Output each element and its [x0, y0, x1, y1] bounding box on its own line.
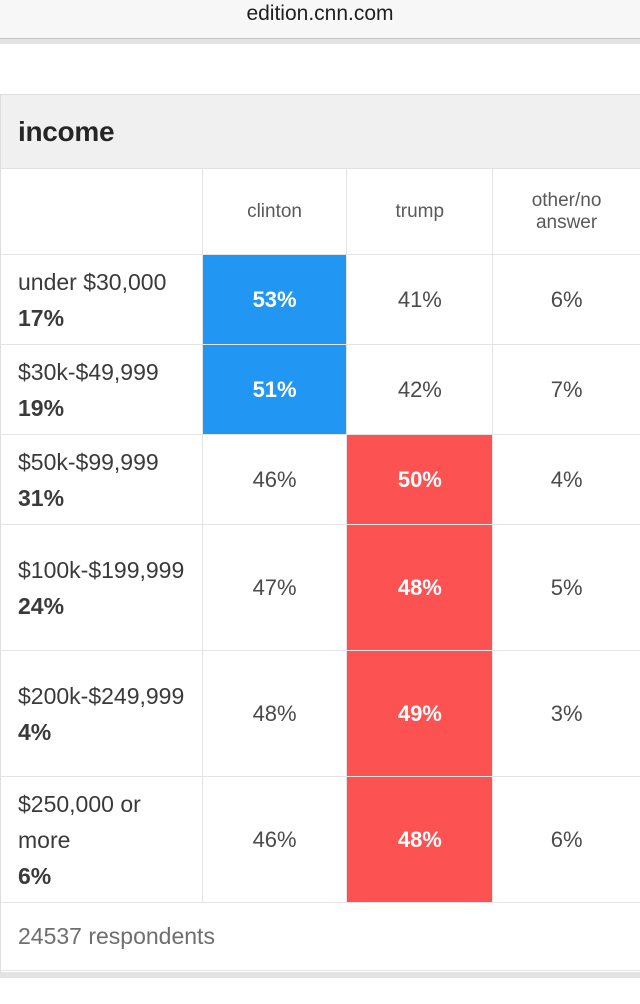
table-row: $100k-$199,999 24% 47% 48% 5% [1, 525, 640, 651]
income-bracket-label: under $30,000 [18, 268, 167, 295]
toolbar-shadow [0, 39, 640, 44]
column-header-row: clinton trump other/no answer [1, 169, 640, 255]
other-value: 7% [550, 376, 583, 402]
exit-poll-card: income clinton trump other/no answer und… [0, 94, 640, 972]
trump-value: 50% [347, 435, 494, 524]
clinton-value: 48% [203, 651, 348, 776]
poll-rows: under $30,000 17% 53% 41% 6% $30k-$49,999 19% 5… [1, 255, 640, 903]
table-row: under $30,000 17% 53% 41% 6% [1, 255, 640, 345]
poll-title: income [18, 116, 115, 147]
income-bracket-label: $200k-$249,999 [18, 682, 185, 709]
row-label-cell: $100k-$199,999 24% [1, 525, 203, 650]
other-value: 5% [550, 574, 583, 600]
clinton-value: 51% [202, 345, 348, 434]
other-value: 4% [550, 466, 583, 492]
address-bar-divider [0, 38, 640, 39]
income-bracket-label: $250,000 or more [18, 790, 141, 853]
column-header-trump: trump [347, 169, 494, 254]
poll-table: clinton trump other/no answer under $30,… [1, 169, 640, 971]
bracket-share: 24% [18, 592, 65, 619]
row-label-cell: $200k-$249,999 4% [1, 651, 203, 776]
income-bracket-label: $30k-$49,999 [18, 358, 159, 385]
url-text: edition.cnn.com [246, 2, 394, 25]
column-header-clinton: clinton [203, 169, 348, 254]
row-label-cell: $30k-$49,999 19% [1, 345, 203, 434]
bracket-share: 31% [18, 484, 65, 511]
bracket-share: 19% [18, 394, 65, 421]
other-value: 3% [550, 700, 583, 726]
trump-value: 48% [347, 525, 494, 650]
other-value: 6% [550, 286, 583, 312]
clinton-value: 46% [203, 777, 348, 902]
column-header-blank [1, 169, 203, 254]
column-header-other: other/no answer [531, 189, 602, 233]
bracket-share: 17% [18, 304, 65, 331]
trump-value: 41% [347, 255, 494, 344]
table-row: $50k-$99,999 31% 46% 50% 4% [1, 435, 640, 525]
bracket-share: 4% [18, 718, 52, 745]
trump-value: 42% [347, 345, 494, 434]
row-label-cell: under $30,000 17% [1, 255, 203, 344]
browser-address-bar[interactable]: edition.cnn.com [0, 0, 640, 38]
row-label-cell: $250,000 or more 6% [1, 777, 203, 902]
trump-value: 48% [347, 777, 494, 902]
table-row: $250,000 or more 6% 46% 48% 6% [1, 777, 640, 903]
clinton-value: 47% [203, 525, 348, 650]
card-bottom-shadow [0, 972, 640, 978]
trump-value: 49% [347, 651, 494, 776]
bracket-share: 6% [18, 862, 52, 889]
clinton-value: 46% [203, 435, 348, 524]
clinton-value: 53% [202, 255, 348, 344]
poll-header: income [1, 95, 640, 169]
table-row: $30k-$49,999 19% 51% 42% 7% [1, 345, 640, 435]
respondents-count: 24537 respondents [1, 903, 640, 971]
income-bracket-label: $50k-$99,999 [18, 448, 159, 475]
income-bracket-label: $100k-$199,999 [18, 556, 185, 583]
row-label-cell: $50k-$99,999 31% [1, 435, 203, 524]
table-row: $200k-$249,999 4% 48% 49% 3% [1, 651, 640, 777]
other-value: 6% [550, 826, 583, 852]
